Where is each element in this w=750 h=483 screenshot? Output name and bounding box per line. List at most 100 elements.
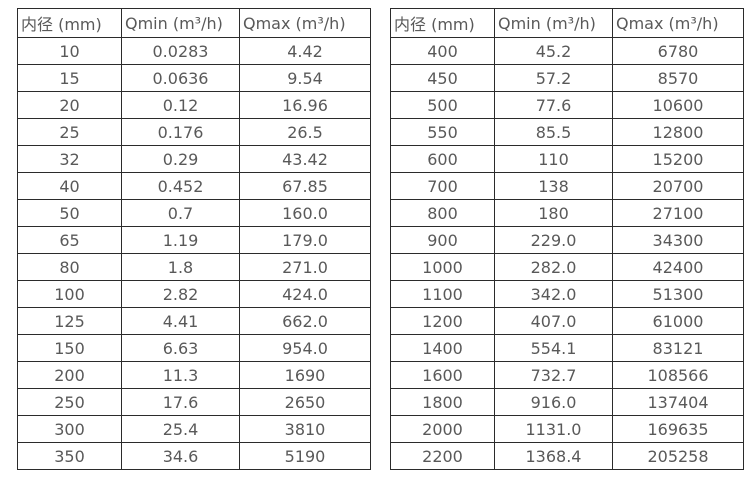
table-cell: 300 bbox=[17, 415, 122, 443]
header-row: 内径 (mm) Qmin (m³/h) Qmax (m³/h) bbox=[17, 8, 371, 38]
table-row: 1400 554.1 83121 bbox=[390, 334, 744, 362]
table-cell: 205258 bbox=[612, 442, 744, 470]
table-cell: 4.41 bbox=[121, 307, 240, 335]
table-row: 700 138 20700 bbox=[390, 172, 744, 200]
table-cell: 27100 bbox=[612, 199, 744, 227]
table-row: 500 77.6 10600 bbox=[390, 91, 744, 119]
table-cell: 15 bbox=[17, 64, 122, 92]
header-row: 内径 (mm) Qmin (m³/h) Qmax (m³/h) bbox=[390, 8, 744, 38]
table-cell: 32 bbox=[17, 145, 122, 173]
table-cell: 342.0 bbox=[494, 280, 613, 308]
table-cell: 2.82 bbox=[121, 280, 240, 308]
table-cell: 17.6 bbox=[121, 388, 240, 416]
table-row: 32 0.29 43.42 bbox=[17, 145, 371, 173]
column-header-2: Qmax (m³/h) bbox=[612, 8, 744, 38]
table-cell: 83121 bbox=[612, 334, 744, 362]
table-cell: 5190 bbox=[239, 442, 371, 470]
table-cell: 43.42 bbox=[239, 145, 371, 173]
table-row: 20 0.12 16.96 bbox=[17, 91, 371, 119]
table-cell: 407.0 bbox=[494, 307, 613, 335]
table-cell: 800 bbox=[390, 199, 495, 227]
table-cell: 51300 bbox=[612, 280, 744, 308]
table-row: 250 17.6 2650 bbox=[17, 388, 371, 416]
table-cell: 1690 bbox=[239, 361, 371, 389]
table-cell: 1600 bbox=[390, 361, 495, 389]
table-cell: 40 bbox=[17, 172, 122, 200]
table-cell: 229.0 bbox=[494, 226, 613, 254]
table-cell: 350 bbox=[17, 442, 122, 470]
table-cell: 160.0 bbox=[239, 199, 371, 227]
table-cell: 400 bbox=[390, 37, 495, 65]
table-row: 150 6.63 954.0 bbox=[17, 334, 371, 362]
table-row: 350 34.6 5190 bbox=[17, 442, 371, 470]
table-cell: 20 bbox=[17, 91, 122, 119]
table-cell: 61000 bbox=[612, 307, 744, 335]
table-cell: 150 bbox=[17, 334, 122, 362]
table-cell: 0.7 bbox=[121, 199, 240, 227]
column-header-1: Qmin (m³/h) bbox=[494, 8, 613, 38]
table-cell: 34300 bbox=[612, 226, 744, 254]
table-cell: 2200 bbox=[390, 442, 495, 470]
table-cell: 1131.0 bbox=[494, 415, 613, 443]
table-cell: 110 bbox=[494, 145, 613, 173]
table-cell: 16.96 bbox=[239, 91, 371, 119]
table-cell: 169635 bbox=[612, 415, 744, 443]
table-cell: 8570 bbox=[612, 64, 744, 92]
table-cell: 11.3 bbox=[121, 361, 240, 389]
table-cell: 424.0 bbox=[239, 280, 371, 308]
table-cell: 85.5 bbox=[494, 118, 613, 146]
table-cell: 282.0 bbox=[494, 253, 613, 281]
table-row: 1800 916.0 137404 bbox=[390, 388, 744, 416]
table-cell: 200 bbox=[17, 361, 122, 389]
table-cell: 20700 bbox=[612, 172, 744, 200]
table-row: 200 11.3 1690 bbox=[17, 361, 371, 389]
table-row: 450 57.2 8570 bbox=[390, 64, 744, 92]
table-cell: 179.0 bbox=[239, 226, 371, 254]
table-cell: 954.0 bbox=[239, 334, 371, 362]
table-row: 1000 282.0 42400 bbox=[390, 253, 744, 281]
table-row: 300 25.4 3810 bbox=[17, 415, 371, 443]
table-cell: 600 bbox=[390, 145, 495, 173]
table-cell: 250 bbox=[17, 388, 122, 416]
table-cell: 500 bbox=[390, 91, 495, 119]
table-cell: 554.1 bbox=[494, 334, 613, 362]
column-header-1: Qmin (m³/h) bbox=[121, 8, 240, 38]
table-cell: 1.8 bbox=[121, 253, 240, 281]
table-row: 25 0.176 26.5 bbox=[17, 118, 371, 146]
table-row: 125 4.41 662.0 bbox=[17, 307, 371, 335]
table-cell: 57.2 bbox=[494, 64, 613, 92]
table-cell: 662.0 bbox=[239, 307, 371, 335]
table-cell: 108566 bbox=[612, 361, 744, 389]
table-cell: 100 bbox=[17, 280, 122, 308]
table-cell: 26.5 bbox=[239, 118, 371, 146]
table-cell: 80 bbox=[17, 253, 122, 281]
table-row: 1200 407.0 61000 bbox=[390, 307, 744, 335]
table-row: 400 45.2 6780 bbox=[390, 37, 744, 65]
table-cell: 0.0636 bbox=[121, 64, 240, 92]
table-cell: 34.6 bbox=[121, 442, 240, 470]
column-header-0: 内径 (mm) bbox=[390, 8, 495, 38]
table-row: 50 0.7 160.0 bbox=[17, 199, 371, 227]
table-row: 2200 1368.4 205258 bbox=[390, 442, 744, 470]
table-cell: 77.6 bbox=[494, 91, 613, 119]
table-row: 600 110 15200 bbox=[390, 145, 744, 173]
table-cell: 0.176 bbox=[121, 118, 240, 146]
table-cell: 1000 bbox=[390, 253, 495, 281]
table-row: 15 0.0636 9.54 bbox=[17, 64, 371, 92]
table-row: 900 229.0 34300 bbox=[390, 226, 744, 254]
table-cell: 0.29 bbox=[121, 145, 240, 173]
table-cell: 10 bbox=[17, 37, 122, 65]
table-cell: 125 bbox=[17, 307, 122, 335]
table-cell: 732.7 bbox=[494, 361, 613, 389]
table-row: 1600 732.7 108566 bbox=[390, 361, 744, 389]
table-row: 1100 342.0 51300 bbox=[390, 280, 744, 308]
column-header-0: 内径 (mm) bbox=[17, 8, 122, 38]
table-cell: 67.85 bbox=[239, 172, 371, 200]
table-row: 40 0.452 67.85 bbox=[17, 172, 371, 200]
table-row: 550 85.5 12800 bbox=[390, 118, 744, 146]
table-cell: 0.12 bbox=[121, 91, 240, 119]
table-cell: 180 bbox=[494, 199, 613, 227]
table-row: 100 2.82 424.0 bbox=[17, 280, 371, 308]
table-cell: 4.42 bbox=[239, 37, 371, 65]
